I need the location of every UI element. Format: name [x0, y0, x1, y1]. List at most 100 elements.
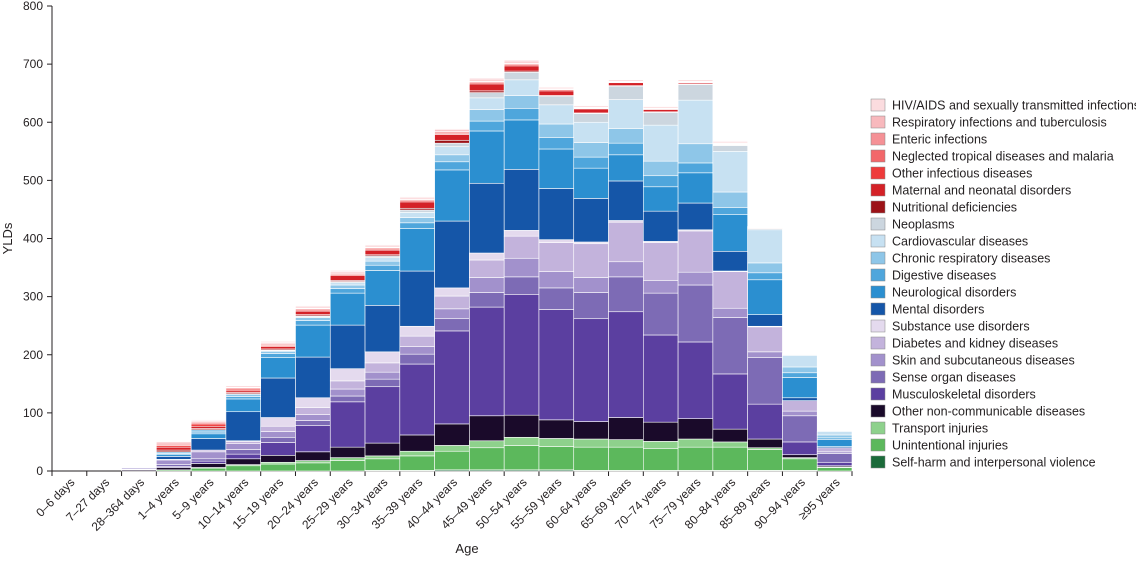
- bar-segment: [538, 309, 575, 421]
- bar-segment: [677, 271, 714, 286]
- bar-segment: [747, 314, 783, 327]
- bar-segment: [469, 252, 505, 261]
- bar-segment: [782, 410, 818, 417]
- bar-segment: [399, 222, 435, 229]
- bar-segment: [399, 270, 435, 327]
- bar-segment: [399, 212, 435, 218]
- bar-segment: [121, 465, 157, 467]
- bar-segment: [225, 443, 261, 450]
- bar-segment: [677, 341, 714, 419]
- bar-segment: [434, 161, 470, 171]
- bar-segment: [677, 446, 714, 471]
- bar-segment: [225, 396, 261, 400]
- bar-segment: [295, 462, 331, 472]
- bar-segment: [434, 330, 470, 425]
- bar-segment: [573, 113, 609, 123]
- bar-segment: [295, 414, 331, 421]
- bar-segment: [364, 458, 401, 471]
- bar-segment: [190, 423, 227, 427]
- legend-swatch: [870, 285, 886, 299]
- legend-swatch: [870, 234, 886, 248]
- bar-segment: [190, 419, 227, 421]
- bar-segment: [677, 284, 714, 343]
- bar-segment: [573, 438, 609, 448]
- bar-segment: [295, 451, 331, 461]
- bar-segment: [190, 460, 227, 464]
- bar-segment: [399, 335, 435, 347]
- bar-segment: [469, 182, 505, 254]
- legend-label: Substance use disorders: [892, 320, 1030, 334]
- bar-segment: [747, 225, 783, 228]
- bar-segment: [329, 288, 366, 294]
- bar-segment: [434, 134, 470, 141]
- bar-segment: [364, 244, 401, 247]
- bar-segment: [782, 372, 818, 378]
- bar-segment: [469, 447, 505, 471]
- bar-segment: [469, 92, 505, 99]
- bar-segment: [329, 460, 366, 472]
- legend-label: Respiratory infections and tuberculosis: [892, 116, 1107, 130]
- bar-segment: [573, 108, 609, 114]
- bar-segment: [434, 287, 470, 297]
- legend-label: Mental disorders: [892, 303, 984, 317]
- legend-swatch: [870, 455, 886, 469]
- bar-segment: [190, 463, 227, 468]
- bar-segment: [329, 395, 366, 403]
- bar-segment: [190, 425, 227, 429]
- bar-segment: [260, 455, 296, 463]
- bar-segment: [364, 249, 401, 256]
- bar-segment: [643, 186, 679, 212]
- bar-segment: [364, 371, 401, 380]
- bar-segment: [434, 450, 470, 471]
- bar-segment: [538, 123, 575, 138]
- bar-segment: [190, 467, 227, 472]
- bar-segment: [712, 373, 748, 430]
- bar-segment: [503, 230, 540, 237]
- bar-segment: [816, 467, 853, 472]
- bar-segment: [225, 441, 261, 444]
- bar-segment: [503, 79, 540, 96]
- bar-segment: [156, 467, 192, 471]
- bar-segment: [643, 242, 679, 281]
- bar-segment: [260, 442, 296, 456]
- bar-segment: [538, 242, 575, 272]
- legend-label: Other non-communicable diseases: [892, 405, 1085, 419]
- bar-segment: [364, 351, 401, 364]
- bar-segment: [364, 260, 401, 266]
- bar-segment: [573, 167, 609, 199]
- bar-segment: [643, 292, 679, 336]
- y-tick-label: 400: [23, 232, 43, 246]
- legend-swatch: [870, 200, 886, 214]
- bar-segment: [538, 137, 575, 150]
- bar-segment: [260, 350, 296, 354]
- legend-label: Musculoskeletal disorders: [892, 388, 1036, 402]
- bar-segment: [469, 306, 505, 417]
- bar-segment: [816, 447, 853, 453]
- bar-segment: [260, 346, 296, 350]
- y-tick-label: 500: [23, 173, 43, 187]
- bar-segment: [295, 324, 331, 358]
- bar-segment: [434, 154, 470, 163]
- bar-segment: [573, 198, 609, 243]
- bar-segment: [364, 257, 401, 262]
- bar-segment: [712, 428, 748, 443]
- bar-segment: [608, 439, 644, 448]
- bar-segment: [782, 441, 818, 456]
- bar-segment: [538, 239, 575, 243]
- bar-segment: [364, 305, 401, 353]
- legend-swatch: [870, 336, 886, 350]
- bar-segment: [747, 403, 783, 440]
- bar-segment: [608, 446, 644, 471]
- bar-segment: [260, 431, 296, 438]
- bar-segment: [782, 355, 818, 368]
- bar-segment: [260, 425, 296, 432]
- bar-segment: [469, 440, 505, 449]
- legend-label: Neglected tropical diseases and malaria: [892, 150, 1114, 164]
- bar-segment: [503, 95, 540, 109]
- bar-segment: [469, 77, 505, 80]
- bar-segment: [538, 104, 575, 125]
- legend-label: Cardiovascular diseases: [892, 235, 1028, 249]
- bar-segment: [538, 148, 575, 189]
- bar-segment: [260, 377, 296, 418]
- bar-segment: [782, 458, 818, 471]
